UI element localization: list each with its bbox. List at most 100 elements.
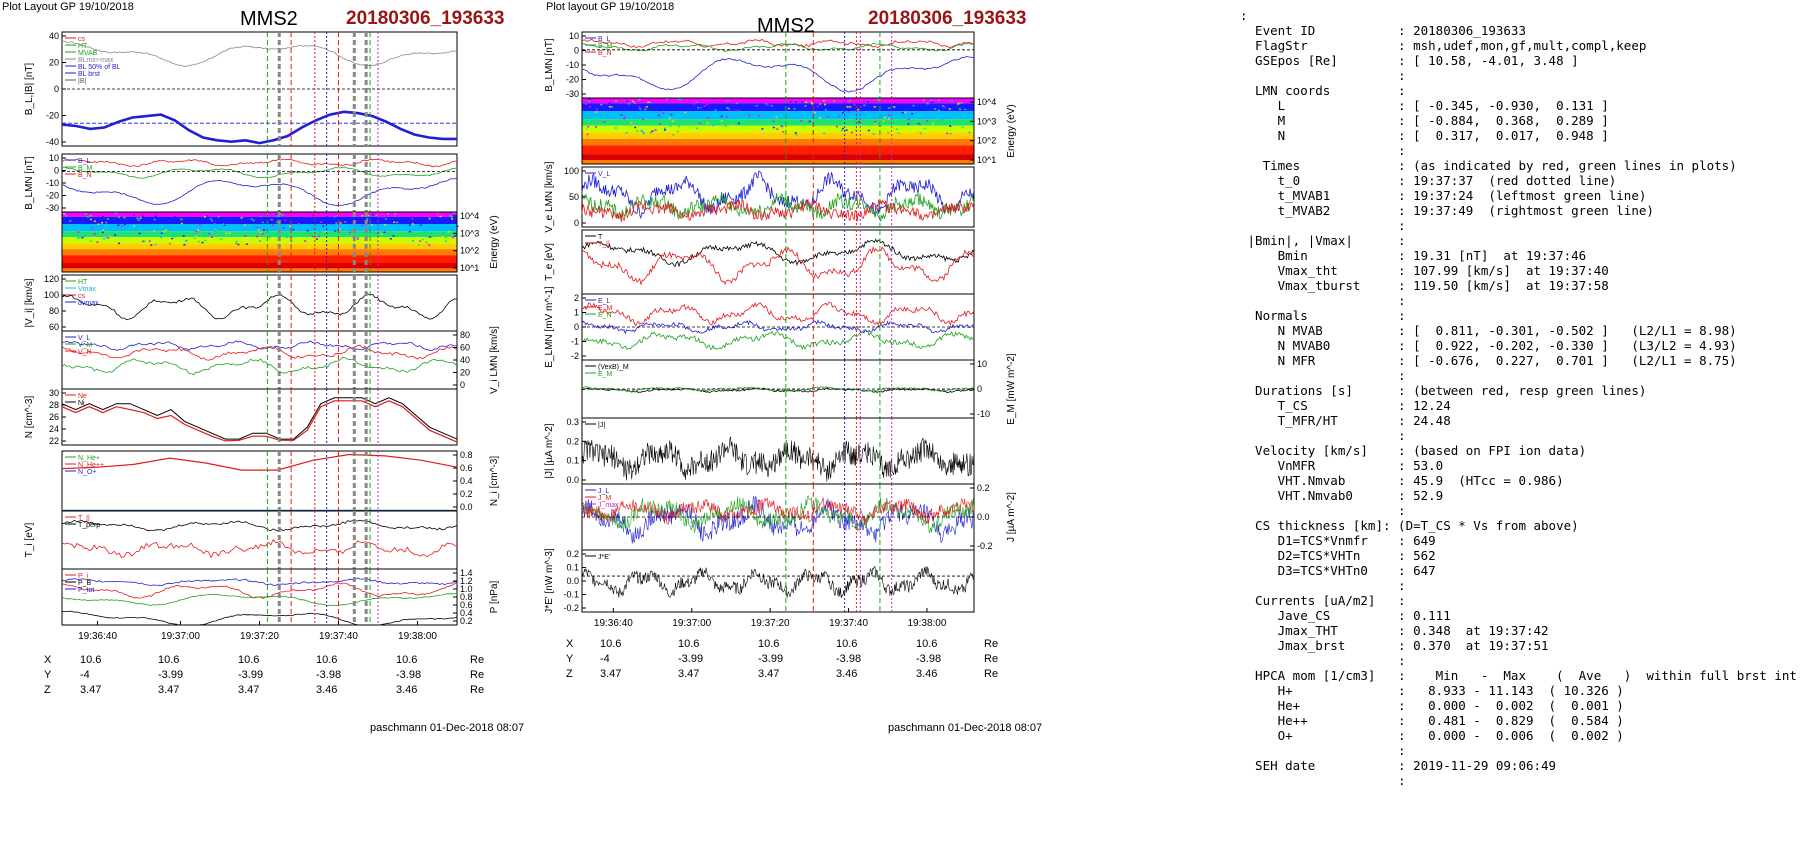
time-tick-label: 19:37:00 [672,618,711,629]
y-tick-label-right: 0.2 [460,489,473,499]
spectrogram-speckle [672,134,675,136]
spectrogram-speckle [243,224,246,227]
spectrogram-speckle [101,215,104,218]
info-line: : [1240,368,1406,383]
y-tick-label: 20 [49,58,59,68]
panel-frame [61,211,458,273]
y-tick-label: 0 [574,322,579,332]
spectrogram-speckle [90,240,93,243]
y-tick-label: 0 [574,218,579,228]
spectrogram-speckle [748,114,751,117]
spectrogram-speckle [897,132,900,135]
spectrogram-speckle [876,98,879,101]
spectrogram-speckle [106,237,109,239]
y-tick-label-right: 0.2 [460,616,473,626]
spectrogram-speckle [208,232,211,235]
y-tick-label-right: 0 [977,384,982,394]
ephemeris-value: -4 [600,653,610,665]
spectrogram-speckle [195,230,198,233]
legend-label: J_max [598,502,619,509]
spectrogram-speckle [639,130,642,132]
panel-8: 0.2 0.0 -0.2 J [µA m^-2] J_LJ_MJ_max [581,483,1017,551]
spectrogram-speckle [657,114,660,117]
spectrogram-speckle [625,132,628,134]
spectrogram-speckle [411,218,414,220]
spectrogram-speckle [735,109,738,112]
spectrogram-speckle [790,115,793,118]
spectrogram-speckle [720,115,723,118]
y-tick-label-right: 0 [460,380,465,390]
spectrogram-speckle [366,218,369,220]
spectrogram-speckle [171,237,174,240]
legend-label: (VexB)_M [598,364,629,371]
time-tick-label: 19:37:20 [240,631,279,642]
spectrogram-speckle [217,215,220,218]
y-tick-label: 100 [564,166,579,176]
spectrogram-speckle [373,231,376,234]
spectrogram-speckle [67,225,70,227]
spectrogram-speckle [138,228,141,231]
spectrogram-speckle [203,216,206,218]
info-line: N MVAB0 : [ 0.922, -0.202, -0.330 ] (L3/… [1240,338,1737,353]
time-tick-label: 19:37:40 [829,618,868,629]
spectrogram-speckle [401,215,404,218]
spectrogram-speckle [271,224,274,226]
legend-label: T [598,234,603,241]
y-tick-label: -10 [46,178,59,188]
spectrogram-speckle [138,232,141,235]
legend-label: B_N [598,50,612,57]
spectrogram-speckle [630,122,633,124]
spectrogram-speckle [364,224,367,226]
spectrogram-speckle [103,238,106,240]
info-line: Bmin : 19.31 [nT] at 19:37:46 [1240,248,1587,263]
spectrogram-speckle [917,131,920,133]
spectrogram-speckle [823,132,826,135]
info-line: N MFR : [ -0.676, 0.227, 0.701 ] (L2/L1 … [1240,353,1737,368]
spectrogram-speckle [888,107,891,109]
spectrogram-speckle [907,118,910,120]
spectrogram-speckle [353,240,356,243]
spectrogram-speckle [289,236,292,238]
spectrogram-speckle [638,98,641,101]
spectrogram-speckle [330,222,333,225]
legend-label: J_M [598,495,611,502]
spectrogram-speckle [728,108,731,111]
spectrogram-speckle [588,98,591,100]
spectrogram-speckle [819,103,822,105]
ephemeris-unit: Re [984,653,999,665]
spectrogram-speckle [356,237,359,239]
y-tick-label: -20 [46,111,59,121]
y-axis-label: Energy (eV) [1006,104,1017,157]
spectrogram-speckle [297,222,300,225]
y-tick-label-right: 10^1 [460,263,479,273]
spectrogram-speckle [649,101,652,104]
info-line: D1=TCS*Vnmfr : 649 [1240,533,1436,548]
spectrogram-speckle [447,231,450,233]
spectrogram-speckle [417,244,420,246]
series-line [581,319,975,335]
spectrogram-speckle [409,212,412,215]
y-tick-label: 2 [574,293,579,303]
y-axis-label: J [µA m^-2] [1006,492,1017,542]
spectrogram-speckle [934,108,937,110]
y-axis-label: B_LMN [nT] [544,38,555,92]
spectrogram-speckle [937,109,940,112]
legend-label: N_He+ [78,455,100,462]
ephemeris-unit: Re [470,654,485,666]
spectrogram-speckle [77,231,80,233]
spectrogram-speckle [901,111,904,114]
spectrogram-speckle [324,231,327,233]
spectrogram-speckle [968,131,971,134]
spectrogram-speckle [416,235,419,237]
legend-label: cs [78,293,86,300]
ephemeris-value: 10.6 [158,654,180,666]
legend-label: V_N [78,349,92,356]
y-axis-label: N_i [cm^-3] [489,456,500,506]
spectrogram-speckle [794,132,797,134]
panel-9: 1.41.21.00.80.60.40.2 P [nPa] P_iP_BP_tot [61,568,500,626]
spectrogram-speckle [714,109,717,111]
spectrogram-speckle [707,117,710,119]
time-tick-label: 19:36:40 [594,618,633,629]
panel-4: T_e [eV] TT_|| [544,229,975,295]
spectrogram-speckle [242,214,245,216]
